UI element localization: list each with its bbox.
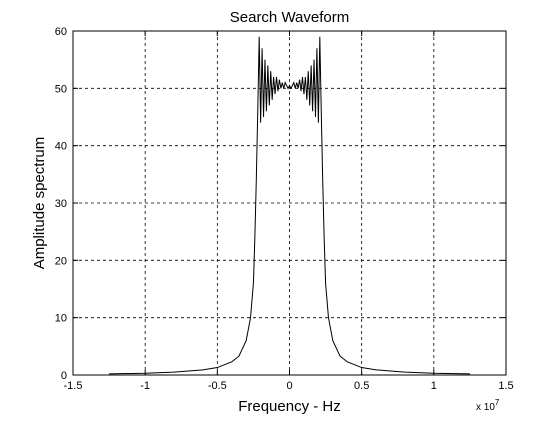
y-tick-label: 0 xyxy=(61,370,67,382)
tick-layer: -1.5 -1 -0.5 0 0.5 1 1.5 0 10 20 30 40 50 60 xyxy=(55,26,514,392)
spectrum-trace xyxy=(109,36,470,375)
chart-title: Search Waveform xyxy=(230,9,349,26)
y-tick-label: 60 xyxy=(55,26,67,38)
x-axis-exponent: x 107 xyxy=(476,398,500,413)
x-tick-label: 1 xyxy=(431,380,437,392)
x-tick-label: -0.5 xyxy=(208,380,227,392)
x-tick-label: -1.5 xyxy=(64,380,83,392)
y-tick-label: 50 xyxy=(55,83,67,95)
x-axis-exponent-base: x 10 xyxy=(476,402,495,413)
x-axis-label: Frequency - Hz xyxy=(238,398,341,415)
x-tick-label: 0.5 xyxy=(354,380,369,392)
y-axis-label: Amplitude spectrum xyxy=(31,137,48,270)
series-layer xyxy=(109,36,470,375)
y-tick-label: 20 xyxy=(55,255,67,267)
x-axis-exponent-power: 7 xyxy=(495,398,500,407)
x-tick-label: -1 xyxy=(140,380,150,392)
y-tick-label: 10 xyxy=(55,313,67,325)
grid-layer xyxy=(73,31,506,375)
y-tick-label: 40 xyxy=(55,141,67,153)
x-tick-label: 0 xyxy=(286,380,292,392)
y-tick-label: 30 xyxy=(55,198,67,210)
x-tick-label: 1.5 xyxy=(498,380,513,392)
